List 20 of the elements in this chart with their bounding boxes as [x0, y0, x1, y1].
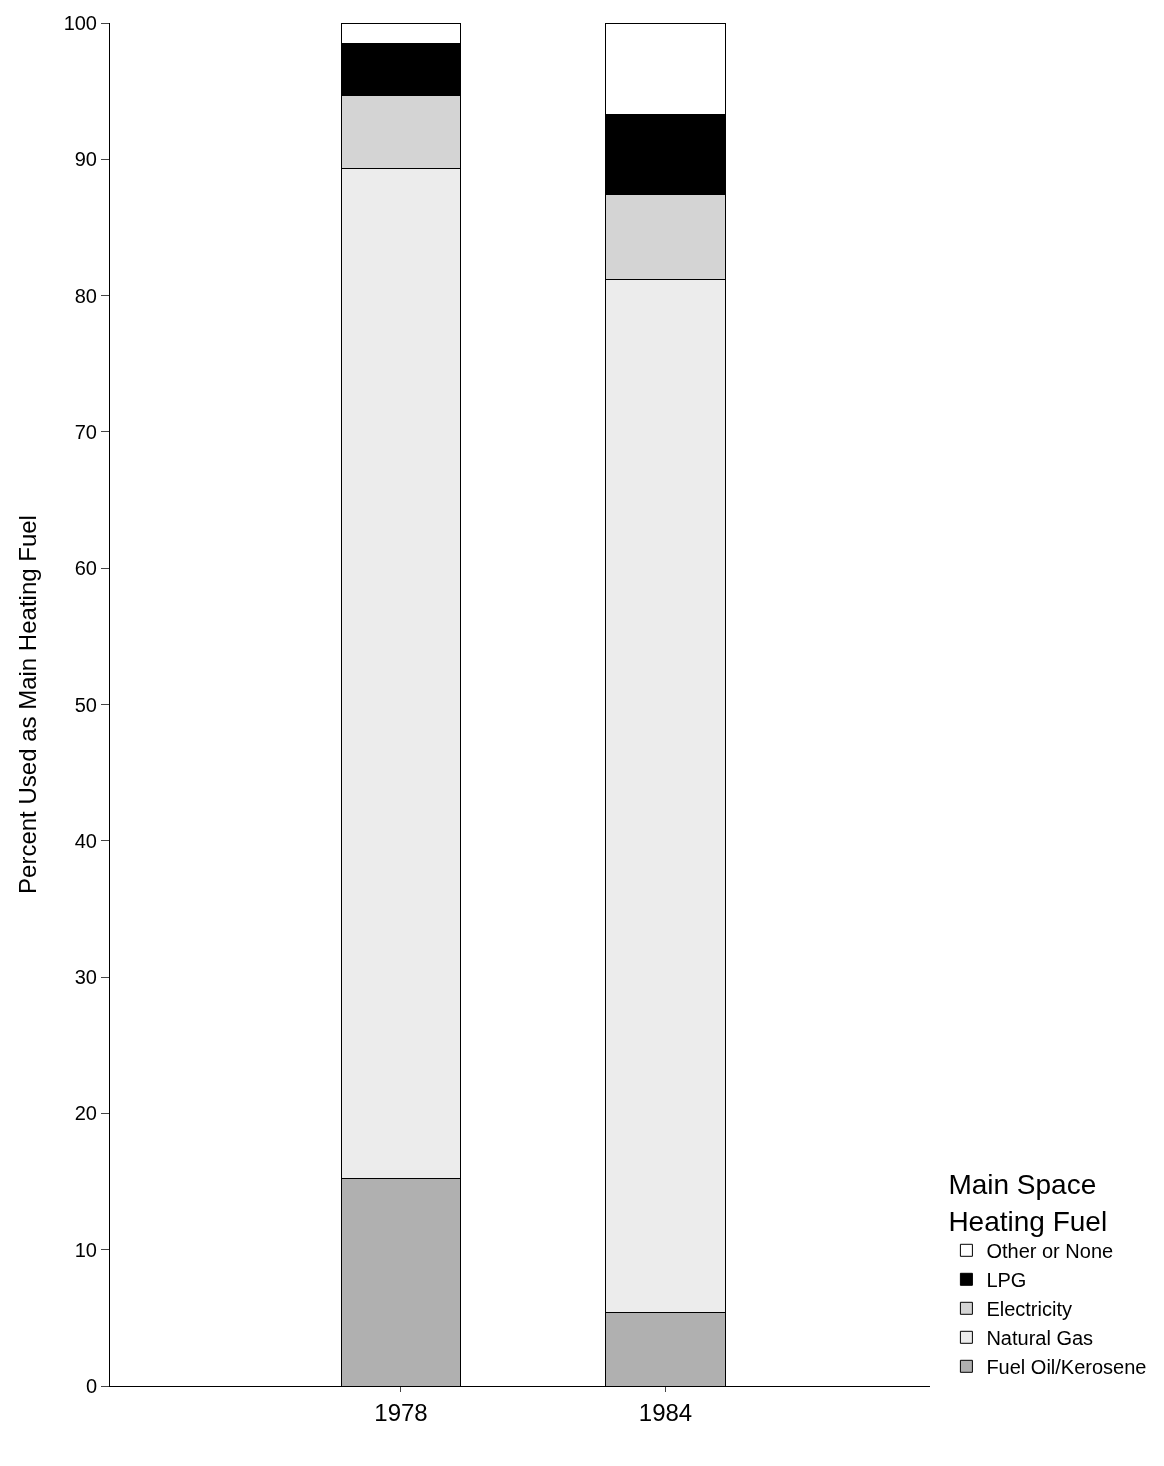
y-axis-title: Percent Used as Main Heating Fuel — [13, 515, 41, 894]
y-tick-label: 80 — [74, 284, 97, 307]
y-tick-label: 20 — [74, 1102, 97, 1125]
y-tick-label: 50 — [74, 693, 97, 716]
x-tick-label: 1984 — [638, 1398, 693, 1426]
legend-label: Natural Gas — [986, 1327, 1094, 1350]
legend-label: Electricity — [986, 1298, 1072, 1321]
legend-label: Fuel Oil/Kerosene — [986, 1356, 1147, 1379]
y-tick-label: 10 — [74, 1238, 97, 1261]
y-tick-label: 60 — [74, 557, 97, 580]
y-tick-label: 0 — [85, 1375, 97, 1397]
y-tick-label: 100 — [63, 12, 97, 34]
y-tick-label: 40 — [74, 829, 97, 852]
legend-label: Other or None — [986, 1240, 1114, 1263]
x-tick-label: 1978 — [374, 1398, 428, 1426]
y-tick-label: 30 — [74, 966, 97, 989]
legend-label: LPG — [986, 1269, 1027, 1292]
legend-title: Main Space Heating Fuel — [948, 1169, 1108, 1237]
y-tick-label: 90 — [74, 148, 97, 171]
y-tick-label: 70 — [74, 420, 97, 443]
